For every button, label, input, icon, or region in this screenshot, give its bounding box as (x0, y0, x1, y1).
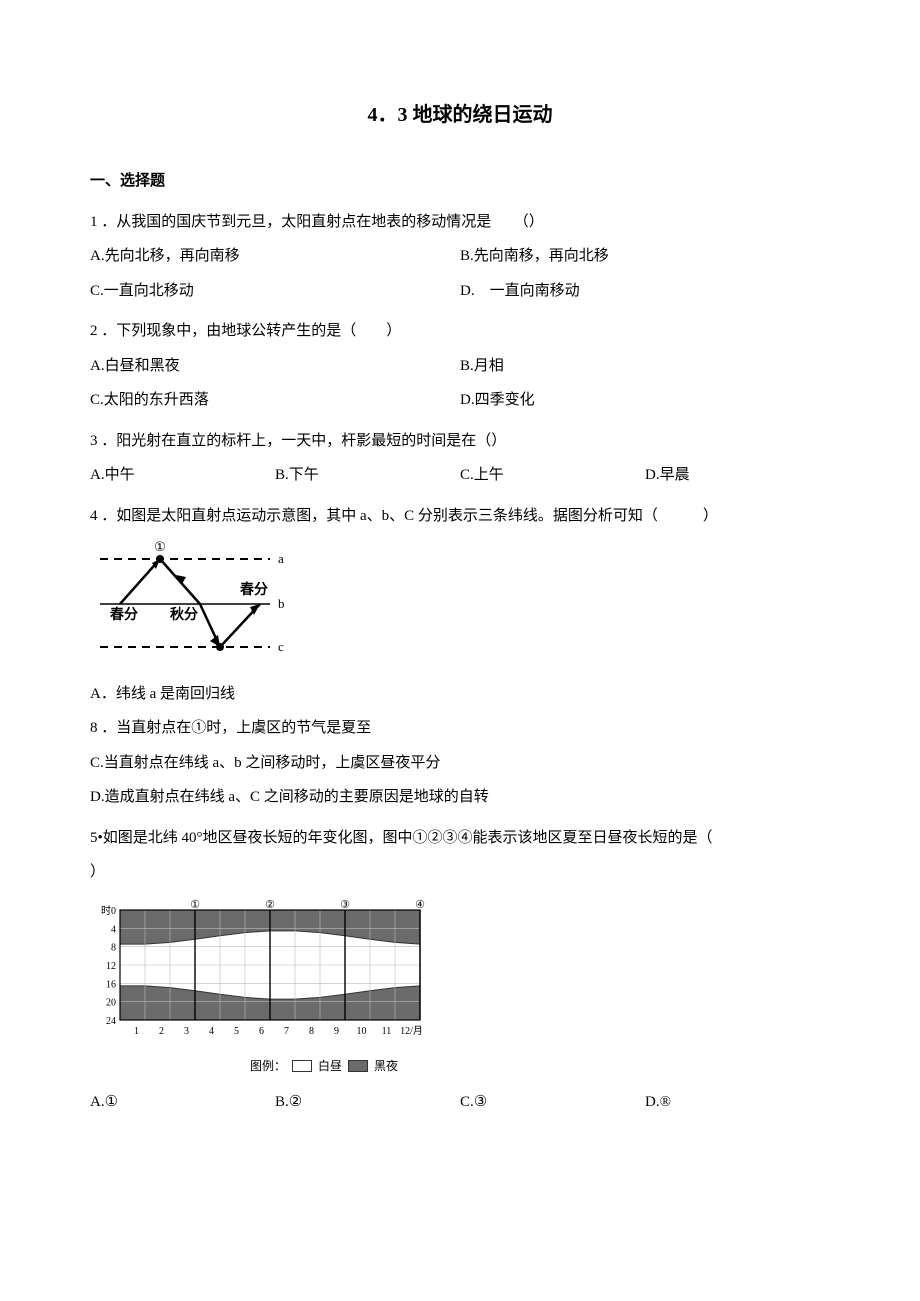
question-1: 1 ．从我国的国庆节到元旦，太阳直射点在地表的移动情况是 （） A.先向北移，再… (90, 211, 830, 303)
q5-opt-d: D.® (645, 1091, 830, 1114)
svg-text:11: 11 (382, 1026, 392, 1037)
svg-text:16: 16 (106, 979, 116, 990)
q4-text: 4 ．如图是太阳直射点运动示意图，其中 a、b、C 分别表示三条纬线。据图分析可… (90, 505, 830, 528)
svg-text:7: 7 (284, 1026, 289, 1037)
q4-label-a: a (278, 551, 284, 566)
svg-text:12: 12 (106, 961, 116, 972)
svg-text:4: 4 (209, 1026, 214, 1037)
question-4: 4 ．如图是太阳直射点运动示意图，其中 a、b、C 分别表示三条纬线。据图分析可… (90, 505, 830, 809)
q3-opt-a: A.中午 (90, 464, 275, 487)
q4-figure: ① a b c 春分 秋分 春分 (90, 539, 830, 667)
q1-opt-b: B.先向南移，再向北移 (460, 245, 830, 268)
q2-opt-d: D.四季变化 (460, 389, 830, 412)
q4-label-top: ① (154, 539, 166, 554)
q2-opt-c: C.太阳的东升西落 (90, 389, 460, 412)
q5-opt-b: B.② (275, 1091, 460, 1114)
q4-label-chunfen: 春分 (109, 606, 138, 623)
svg-text:③: ③ (340, 899, 350, 911)
q3-opt-c: C.上午 (460, 464, 645, 487)
q4-label-b: b (278, 596, 285, 611)
svg-text:时0: 时0 (101, 905, 116, 917)
q4-label-qiufen: 秋分 (170, 606, 198, 623)
section-header: 一、选择题 (90, 170, 830, 193)
svg-text:8: 8 (111, 942, 116, 953)
svg-text:4: 4 (111, 924, 116, 935)
q5-legend-night: 黑夜 (374, 1057, 398, 1075)
svg-text:10: 10 (357, 1026, 367, 1037)
q5-text: 5•如图是北纬 40°地区昼夜长短的年变化图，图中①②③④能表示该地区夏至日昼夜… (90, 827, 830, 850)
svg-text:④: ④ (415, 899, 425, 911)
svg-text:①: ① (190, 899, 200, 911)
q4-opt-c: C.当直射点在纬线 a、b 之间移动时，上虞区昼夜平分 (90, 752, 830, 775)
q5-text2: ） (90, 861, 830, 884)
svg-text:12/月: 12/月 (400, 1025, 423, 1037)
q3-opt-d: D.早晨 (645, 464, 830, 487)
q3-opt-b: B.下午 (275, 464, 460, 487)
svg-text:8: 8 (309, 1026, 314, 1037)
q5-opt-c: C.③ (460, 1091, 645, 1114)
q2-text: 2 ．下列现象中，由地球公转产生的是（ ） (90, 320, 830, 343)
q4-opt-b: 8 ．当直射点在①时，上虞区的节气是夏至 (90, 717, 830, 740)
svg-text:20: 20 (106, 997, 116, 1008)
svg-text:2: 2 (159, 1026, 164, 1037)
q4-opt-d: D.造成直射点在纬线 a、C 之间移动的主要原因是地球的自转 (90, 786, 830, 809)
svg-text:5: 5 (234, 1026, 239, 1037)
question-3: 3 ．阳光射在直立的标杆上，一天中，杆影最短的时间是在（） A.中午 B.下午 … (90, 430, 830, 487)
page-title: 4．3 地球的绕日运动 (90, 100, 830, 130)
svg-text:3: 3 (184, 1026, 189, 1037)
svg-text:9: 9 (334, 1026, 339, 1037)
q1-text: 1 ．从我国的国庆节到元旦，太阳直射点在地表的移动情况是 （） (90, 211, 830, 234)
q5-figure: ①②③④时04812162024123456789101112/月 图例： 白昼… (90, 896, 830, 1076)
q4-label-c: c (278, 639, 284, 654)
q5-legend-day-box (292, 1060, 312, 1072)
q2-opt-a: A.白昼和黑夜 (90, 355, 460, 378)
q4-opt-a: A．纬线 a 是南回归线 (90, 683, 830, 706)
q1-opt-d: D. 一直向南移动 (460, 280, 830, 303)
svg-text:1: 1 (134, 1026, 139, 1037)
q4-label-chunfen2: 春分 (239, 581, 268, 598)
question-5: 5•如图是北纬 40°地区昼夜长短的年变化图，图中①②③④能表示该地区夏至日昼夜… (90, 827, 830, 1114)
svg-text:②: ② (265, 899, 275, 911)
q3-text: 3 ．阳光射在直立的标杆上，一天中，杆影最短的时间是在（） (90, 430, 830, 453)
svg-text:6: 6 (259, 1026, 264, 1037)
question-2: 2 ．下列现象中，由地球公转产生的是（ ） A.白昼和黑夜 B.月相 C.太阳的… (90, 320, 830, 412)
q2-opt-b: B.月相 (460, 355, 830, 378)
q5-legend-label: 图例： (250, 1057, 286, 1075)
q1-opt-a: A.先向北移，再向南移 (90, 245, 460, 268)
svg-text:24: 24 (106, 1016, 116, 1027)
q5-legend-day: 白昼 (318, 1057, 342, 1075)
q5-legend-night-box (348, 1060, 368, 1072)
q1-opt-c: C.一直向北移动 (90, 280, 460, 303)
q5-opt-a: A.① (90, 1091, 275, 1114)
